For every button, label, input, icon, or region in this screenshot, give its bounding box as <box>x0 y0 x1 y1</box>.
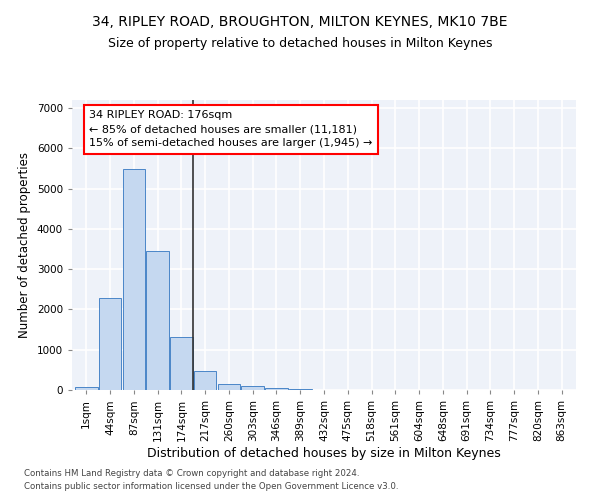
Bar <box>194 370 217 390</box>
Bar <box>265 388 288 390</box>
X-axis label: Distribution of detached houses by size in Milton Keynes: Distribution of detached houses by size … <box>147 446 501 460</box>
Y-axis label: Number of detached properties: Number of detached properties <box>18 152 31 338</box>
Bar <box>218 384 240 390</box>
Bar <box>99 298 121 390</box>
Text: 34, RIPLEY ROAD, BROUGHTON, MILTON KEYNES, MK10 7BE: 34, RIPLEY ROAD, BROUGHTON, MILTON KEYNE… <box>92 15 508 29</box>
Bar <box>75 387 98 390</box>
Bar <box>170 337 193 390</box>
Text: Contains public sector information licensed under the Open Government Licence v3: Contains public sector information licen… <box>24 482 398 491</box>
Bar <box>289 389 311 390</box>
Bar <box>241 386 264 390</box>
Text: Contains HM Land Registry data © Crown copyright and database right 2024.: Contains HM Land Registry data © Crown c… <box>24 468 359 477</box>
Text: Size of property relative to detached houses in Milton Keynes: Size of property relative to detached ho… <box>108 38 492 51</box>
Bar <box>122 170 145 390</box>
Text: 34 RIPLEY ROAD: 176sqm
← 85% of detached houses are smaller (11,181)
15% of semi: 34 RIPLEY ROAD: 176sqm ← 85% of detached… <box>89 110 373 148</box>
Bar <box>146 250 169 390</box>
